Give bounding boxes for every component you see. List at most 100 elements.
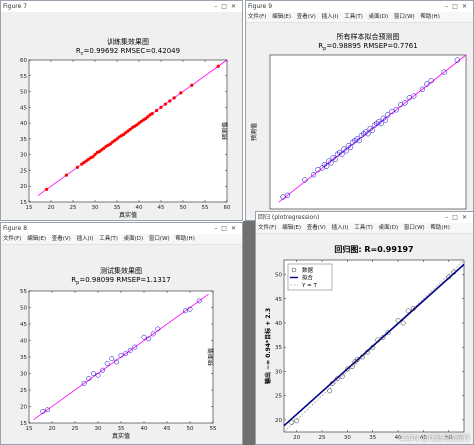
- window-controls[interactable]: –□✕: [445, 214, 471, 221]
- y-tick-label: 35: [20, 355, 27, 361]
- data-point: [190, 83, 194, 87]
- figure9-menubar: 文件(F) 编辑(E) 查看(V) 插入(I) 工具(T) 桌面(D) 窗口(W…: [246, 12, 473, 23]
- y-tick-label: 20: [20, 405, 27, 411]
- menu-view[interactable]: 查看(V): [306, 225, 326, 231]
- window-controls[interactable]: –□✕: [445, 3, 471, 10]
- figure7-titlebar[interactable]: Figure 7 –□✕: [1, 1, 242, 12]
- y-tick-label: 60: [20, 58, 27, 64]
- menu-tools[interactable]: 工具(T): [99, 236, 118, 242]
- y-tick-label: 25: [20, 168, 27, 174]
- data-point: [172, 96, 176, 100]
- y-tick-label: 35: [275, 345, 282, 351]
- data-point: [100, 367, 106, 373]
- data-point: [44, 187, 49, 192]
- figure8-window[interactable]: Figure 8 –□✕ 文件(F) 编辑(E) 查看(V) 插入(I) 工具(…: [0, 222, 243, 445]
- y-tick-label: 30: [20, 372, 27, 378]
- y-tick-label: 50: [20, 306, 27, 312]
- figure9-window[interactable]: Figure 9 –□✕ 文件(F) 编辑(E) 查看(V) 插入(I) 工具(…: [245, 0, 474, 221]
- x-tick-label: 45: [164, 426, 171, 432]
- data-point: [163, 102, 168, 106]
- menu-help[interactable]: 帮助(H): [430, 225, 450, 231]
- data-point: [44, 407, 50, 413]
- menu-desktop[interactable]: 桌面(D): [123, 236, 144, 242]
- data-point: [97, 149, 102, 154]
- menu-insert[interactable]: 插入(I): [76, 236, 94, 242]
- menu-file[interactable]: 文件(F): [3, 236, 22, 242]
- data-point: [365, 131, 371, 137]
- menu-tools[interactable]: 工具(T): [354, 225, 373, 231]
- menu-tools[interactable]: 工具(T): [344, 14, 363, 20]
- x-tick-label: 45: [420, 435, 427, 441]
- menu-help[interactable]: 帮助(H): [420, 14, 440, 20]
- x-tick-label: 30: [92, 205, 99, 211]
- x-tick-label: 40: [395, 435, 402, 441]
- metric-text: Rp=0.98099 RMSEP=1.1317: [71, 276, 170, 286]
- x-tick-label: 55: [210, 426, 217, 432]
- data-point: [182, 308, 188, 314]
- y-axis-label: 输出 ~= 0.94*目标 + 2.3: [264, 308, 272, 384]
- data-point: [115, 137, 119, 141]
- data-point: [123, 351, 129, 357]
- y-tick-label: 45: [275, 297, 282, 303]
- data-point: [284, 192, 291, 198]
- data-point: [339, 373, 345, 379]
- figure8-canvas: 测试集效果图 Rp=0.98099 RMSEP=1.1317 15 20 25 30 35 4…: [1, 245, 242, 444]
- menu-insert[interactable]: 插入(I): [321, 14, 339, 20]
- data-point: [385, 330, 391, 336]
- menu-window[interactable]: 窗口(W): [403, 225, 425, 231]
- window-controls[interactable]: –□✕: [214, 225, 240, 232]
- data-point: [365, 349, 371, 355]
- figure7-canvas: 训练集效果图 Rc=0.99692 RMSEC=0.42049 15 20 25 30 35…: [1, 12, 242, 220]
- data-point: [121, 132, 126, 137]
- menu-window[interactable]: 窗口(W): [393, 14, 415, 20]
- regression-menubar: 文件(F) 编辑(E) 查看(V) 插入(I) 工具(T) 桌面(D) 窗口(W…: [256, 223, 473, 234]
- data-point: [334, 376, 340, 382]
- figure8-titlebar[interactable]: Figure 8 –□✕: [1, 223, 242, 234]
- x-tick-label: 35: [118, 426, 125, 432]
- menu-desktop[interactable]: 桌面(D): [378, 225, 399, 231]
- menu-file[interactable]: 文件(F): [248, 14, 267, 20]
- y-tick-label: 15: [20, 200, 27, 206]
- data-point: [127, 347, 133, 353]
- data-point: [378, 120, 384, 127]
- menu-edit[interactable]: 编辑(E): [27, 236, 46, 242]
- data-point: [393, 107, 399, 113]
- menu-desktop[interactable]: 桌面(D): [368, 14, 389, 20]
- data-point: [124, 130, 128, 135]
- figure7-window[interactable]: Figure 7 –□✕ 训练集效果图 Rc=0.99692 RMSEC=0.42…: [0, 0, 243, 221]
- desktop-background: [243, 221, 255, 445]
- menu-view[interactable]: 查看(V): [51, 236, 71, 242]
- menu-help[interactable]: 帮助(H): [175, 236, 195, 242]
- menu-view[interactable]: 查看(V): [296, 14, 316, 20]
- plot-title: 测试集效果图: [100, 266, 142, 275]
- regression-window[interactable]: 回归 (plotregression) –□✕ 文件(F) 编辑(E) 查看(V…: [255, 211, 474, 445]
- plot-title: 训练集效果图: [107, 37, 149, 46]
- menu-insert[interactable]: 插入(I): [331, 225, 349, 231]
- regression-chart: 回归图: R=0.99197 20 25 30 35 40 45 50 20 25 30 35 40 45…: [264, 244, 465, 441]
- x-axis-label: 真实值: [119, 211, 137, 219]
- data-point: [405, 308, 411, 314]
- x-tick-label: 15: [26, 205, 33, 211]
- x-tick-label: 50: [180, 205, 187, 211]
- menu-file[interactable]: 文件(F): [258, 225, 277, 231]
- x-tick-label: 50: [187, 426, 194, 432]
- data-point: [343, 148, 349, 154]
- menu-edit[interactable]: 编辑(E): [282, 225, 301, 231]
- data-point: [128, 127, 132, 132]
- data-point: [82, 160, 86, 165]
- data-point: [146, 115, 150, 119]
- figure7-title: Figure 7: [3, 3, 28, 10]
- data-point: [104, 361, 110, 367]
- y-tick-label: 20: [20, 184, 27, 190]
- figure9-titlebar[interactable]: Figure 9 –□✕: [246, 1, 473, 12]
- window-controls[interactable]: –□✕: [214, 3, 240, 10]
- data-point: [375, 337, 381, 343]
- data-point: [380, 335, 386, 340]
- regression-titlebar[interactable]: 回归 (plotregression) –□✕: [256, 212, 473, 223]
- data-point: [64, 173, 69, 177]
- menu-window[interactable]: 窗口(W): [148, 236, 170, 242]
- data-point: [126, 129, 130, 133]
- menu-edit[interactable]: 编辑(E): [272, 14, 291, 20]
